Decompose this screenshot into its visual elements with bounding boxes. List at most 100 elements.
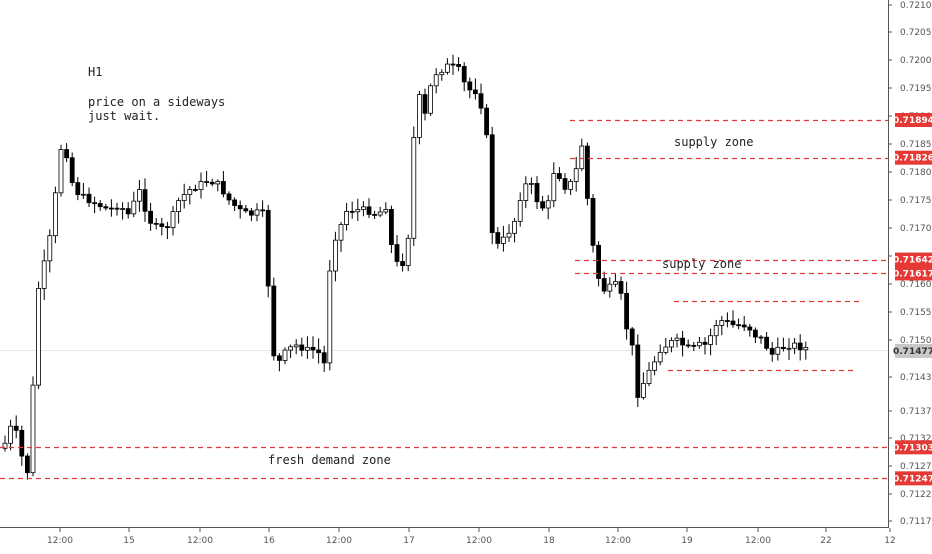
candle-body — [271, 285, 277, 357]
candle-body — [204, 181, 210, 183]
candle-body — [781, 346, 786, 350]
candle-body — [388, 209, 394, 245]
candle-body — [669, 340, 674, 348]
candle-body — [691, 344, 697, 347]
candle-body — [142, 189, 148, 212]
time-axis: 12:00 15 12:00 16 12:00 17 12:00 18 12:00 19 12:00… — [47, 528, 896, 546]
candle-body — [366, 206, 372, 215]
candle-body — [747, 326, 753, 331]
candle-body — [220, 181, 226, 195]
candle-body — [209, 181, 215, 185]
time-tick-label: 17 — [403, 536, 414, 546]
candle-body — [517, 200, 523, 222]
candle-body — [769, 347, 775, 355]
price-tags: 0.71894 0.71826 0.71642 0.71617 0.71303 0.712… — [893, 113, 932, 486]
candle-body — [652, 361, 657, 371]
price-tag-box — [895, 113, 932, 128]
candle-body — [260, 209, 266, 212]
time-tick-label: 22 — [820, 536, 831, 546]
current-price-tag-box — [895, 343, 932, 358]
candle-body — [579, 145, 585, 170]
candle-body — [540, 201, 545, 209]
candle-body — [484, 107, 490, 136]
note-line-1: price on a sideways — [88, 95, 225, 109]
candles-layer — [2, 54, 809, 480]
candle-body — [299, 344, 305, 351]
price-tag-label: 0.71642 — [893, 256, 932, 266]
candle-body — [444, 63, 450, 73]
candle-body — [741, 324, 747, 328]
price-tag-label: 0.71247 — [893, 474, 932, 484]
candle-body — [349, 210, 355, 213]
candle-body — [120, 208, 125, 210]
candle-body — [109, 207, 114, 210]
candle-body — [803, 346, 809, 351]
candle-body — [24, 455, 30, 474]
candle-body — [338, 224, 344, 241]
candle-body — [176, 200, 182, 212]
price-tag-label: 0.71894 — [893, 116, 932, 126]
candle-body — [360, 206, 366, 211]
time-tick-label: 12:00 — [466, 536, 492, 546]
candle-body — [30, 384, 36, 474]
candle-body — [635, 344, 641, 398]
candle-body — [461, 66, 467, 83]
candle-body — [232, 199, 238, 206]
price-tag-label: 0.71303 — [893, 443, 932, 453]
price-tag-label: 0.71617 — [893, 269, 932, 279]
supply-zone-label-lower: supply zone — [662, 257, 741, 271]
candle-body — [607, 283, 613, 292]
candle-body — [472, 89, 478, 95]
candle-body — [758, 336, 764, 339]
candle-body — [573, 168, 579, 182]
candle-body — [114, 207, 120, 210]
candle-body — [786, 347, 792, 350]
time-tick-label: 12:00 — [187, 536, 213, 546]
candle-body — [237, 205, 243, 210]
time-tick-label: 16 — [263, 536, 275, 546]
candle-body — [797, 342, 803, 351]
candle-body — [383, 209, 389, 213]
candle-body — [131, 200, 137, 215]
candle-body — [47, 235, 53, 262]
candle-body — [92, 202, 97, 205]
candle-body — [680, 337, 685, 346]
candle-body — [19, 429, 25, 457]
candle-body — [276, 355, 282, 361]
candle-body — [775, 346, 781, 355]
candle-body — [136, 189, 142, 202]
candle-body — [585, 145, 590, 199]
time-tick-label: 12:00 — [47, 536, 73, 546]
candle-body — [344, 210, 350, 225]
candle-body — [450, 63, 456, 66]
candle-body — [2, 442, 8, 449]
price-tag-box — [895, 440, 932, 455]
candle-body — [568, 181, 573, 190]
candle-body — [243, 208, 249, 212]
candle-body — [377, 211, 383, 216]
supply-zone-label-upper: supply zone — [674, 135, 753, 149]
candle-body — [81, 193, 86, 196]
candle-body — [316, 349, 322, 354]
candle-body — [97, 203, 103, 208]
candle-body — [411, 137, 417, 239]
candle-body — [416, 94, 422, 138]
candle-body — [293, 344, 299, 348]
candle-body — [764, 336, 769, 349]
candle-body — [153, 222, 159, 225]
candle-body — [86, 193, 92, 204]
candle-body — [170, 211, 176, 228]
candle-body — [41, 260, 47, 289]
candle-body — [641, 383, 646, 398]
